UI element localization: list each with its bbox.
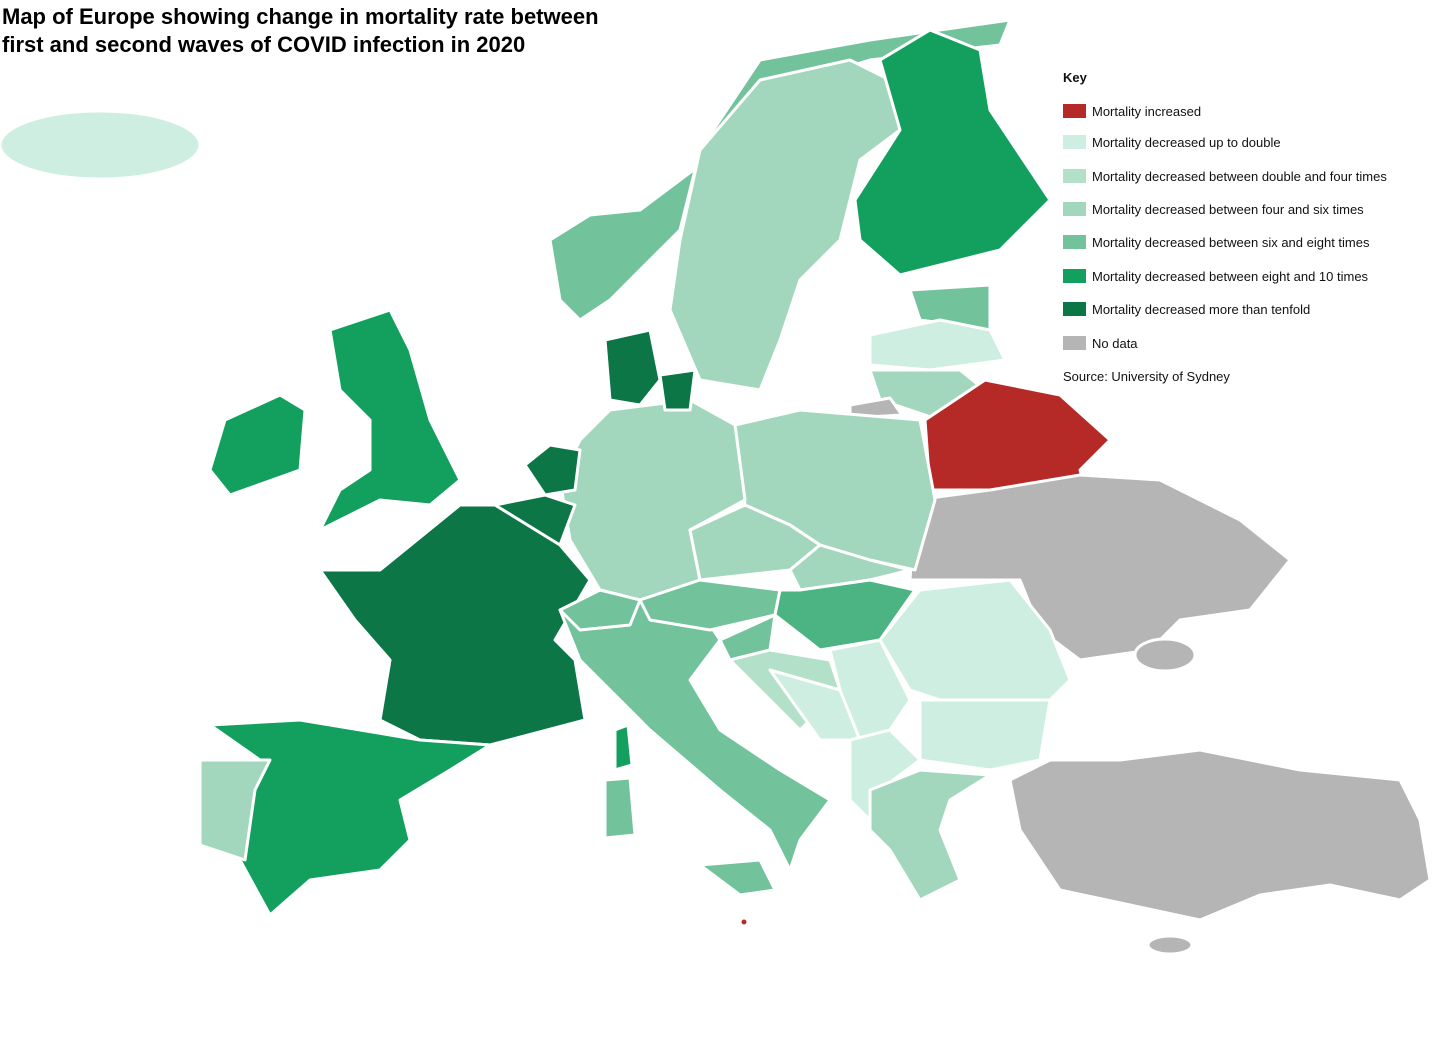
legend-label: Mortality increased	[1092, 104, 1201, 119]
legend-label: Mortality decreased between eight and 10…	[1092, 269, 1369, 284]
malta	[738, 916, 750, 928]
bulgaria	[918, 698, 1052, 772]
legend-heading: Key	[1063, 70, 1088, 85]
title-line: Map of Europe showing change in mortalit…	[2, 4, 599, 29]
cyprus	[1146, 934, 1194, 956]
legend-swatch	[1063, 302, 1086, 316]
ireland	[208, 393, 307, 497]
netherlands	[523, 443, 582, 497]
switzerland	[558, 588, 642, 632]
sardinia	[603, 776, 637, 840]
italy	[558, 598, 832, 872]
united-kingdom	[318, 308, 462, 532]
belarus	[923, 378, 1112, 502]
legend-swatch	[1063, 169, 1086, 183]
legend-swatch	[1063, 336, 1086, 350]
portugal	[198, 758, 272, 862]
legend-swatch	[1063, 104, 1086, 118]
norway	[548, 18, 1012, 322]
sweden	[668, 58, 902, 392]
denmark-islands	[658, 368, 697, 412]
iceland	[0, 109, 202, 181]
ukraine	[908, 473, 1292, 662]
latvia	[868, 318, 1007, 372]
finland	[853, 28, 1052, 277]
hungary	[773, 578, 917, 652]
france	[318, 503, 592, 747]
legend-label: Mortality decreased between six and eigh…	[1092, 235, 1370, 250]
legend-label: No data	[1092, 336, 1138, 351]
source: Source: University of Sydney	[1063, 369, 1230, 384]
denmark	[603, 328, 662, 407]
legend-label: Mortality decreased up to double	[1092, 135, 1281, 150]
legend-swatch	[1063, 235, 1086, 249]
map	[0, 18, 1432, 956]
greece	[868, 768, 992, 902]
legend-swatch	[1063, 135, 1086, 149]
legend-label: Mortality decreased more than tenfold	[1092, 302, 1310, 317]
legend-swatch	[1063, 202, 1086, 216]
romania	[878, 578, 1072, 702]
legend-swatch	[1063, 269, 1086, 283]
legend-label: Mortality decreased between double and f…	[1092, 169, 1387, 184]
crimea	[1133, 637, 1197, 673]
title-line: first and second waves of COVID infectio…	[2, 32, 525, 57]
legend-label: Mortality decreased between four and six…	[1092, 202, 1364, 217]
legend: Key Mortality increased Mortality decreas…	[1063, 70, 1387, 384]
turkey	[1008, 748, 1432, 922]
corsica	[613, 723, 634, 772]
sicily	[698, 858, 777, 897]
